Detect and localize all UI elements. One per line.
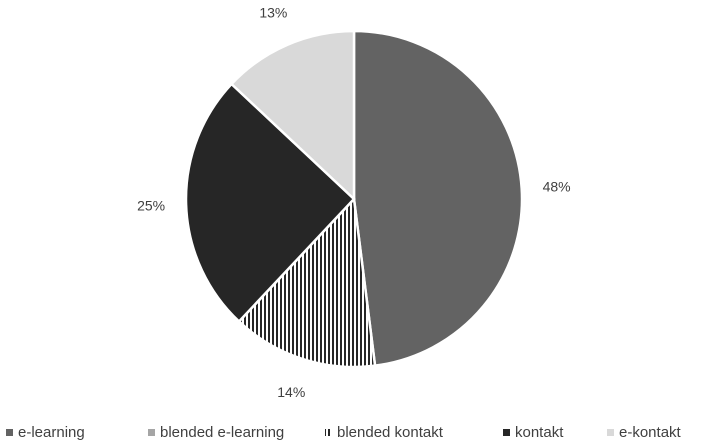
data-label-e-learning: 48% (543, 178, 571, 194)
data-label-blended-kontakt: 14% (277, 384, 305, 400)
pie-slice-e-kontakt (229, 29, 356, 202)
pie-slice-blended-kontakt (237, 196, 377, 369)
legend-swatch-e-learning (6, 429, 13, 436)
legend-item-e-kontakt: e-kontakt (607, 424, 682, 441)
legend-label-kontakt: kontakt (515, 424, 564, 441)
pie-slice-kontakt (184, 82, 356, 324)
legend-label-e-kontakt: e-kontakt (619, 424, 682, 441)
legend-label-blended-e-learning: blended e-learning (160, 424, 284, 441)
legend-item-blended-e-learning: blended e-learning (148, 424, 284, 441)
data-label-kontakt: 25% (137, 197, 165, 213)
legend-swatch-kontakt (503, 429, 510, 436)
legend-item-kontakt: kontakt (503, 424, 564, 441)
legend: e-learning blended e-learning blended kont… (6, 424, 682, 441)
pie-slices (184, 29, 524, 369)
legend-swatch-blended-e-learning (148, 429, 155, 436)
legend-label-e-learning: e-learning (18, 424, 85, 441)
legend-item-blended-kontakt: blended kontakt (325, 424, 444, 441)
data-label-e-kontakt: 13% (259, 5, 287, 21)
legend-item-e-learning: e-learning (6, 424, 85, 441)
legend-swatch-blended-kontakt (325, 429, 332, 436)
legend-label-blended-kontakt: blended kontakt (337, 424, 444, 441)
legend-swatch-e-kontakt (607, 429, 614, 436)
pie-slice-e-learning (352, 29, 524, 368)
data-labels: 48% 14% 25% 13% (137, 5, 571, 400)
